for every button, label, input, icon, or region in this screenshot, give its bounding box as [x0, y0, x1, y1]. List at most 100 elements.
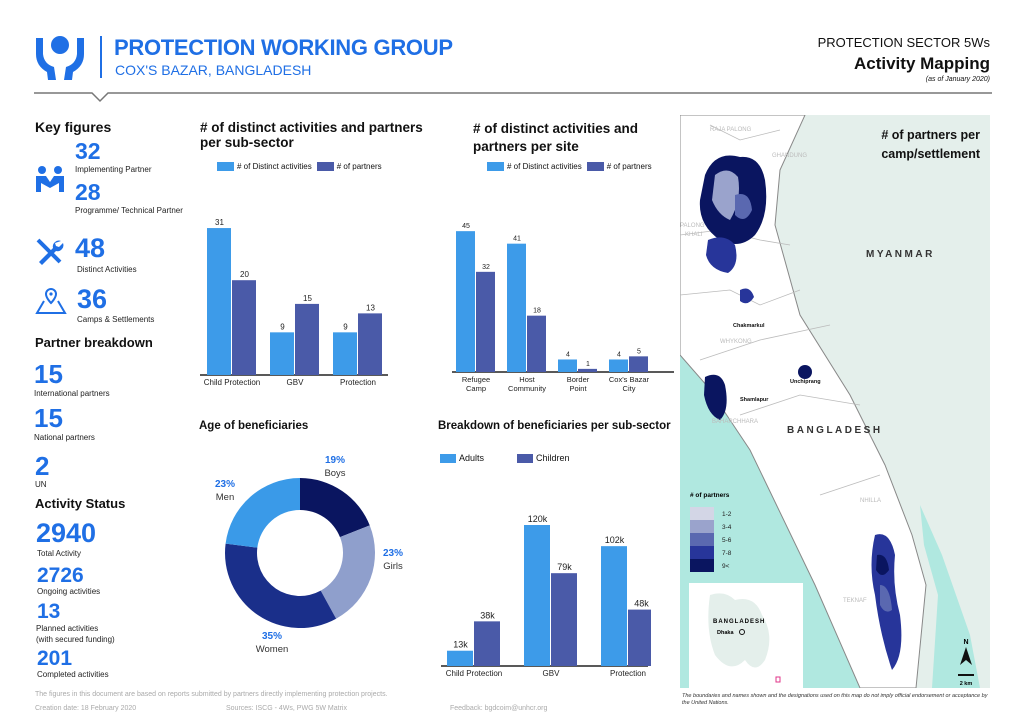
bar--of-distinct-activities	[207, 228, 231, 375]
footer-feedback[interactable]: Feedback: bgdcoim@unhcr.org	[450, 705, 548, 712]
donut-slice-men	[225, 478, 300, 548]
bar-value-label: 32	[482, 264, 490, 271]
label-teknaf: TEKNAF	[843, 598, 867, 604]
north-arrow-icon	[960, 647, 972, 665]
camps-value: 36	[77, 284, 108, 314]
category-label: Refugee	[462, 375, 490, 384]
chart-age-title: Age of beneficiaries	[199, 420, 309, 432]
label-chakmarkul: Chakmarkul	[733, 323, 765, 329]
org-title: PROTECTION WORKING GROUP	[114, 35, 453, 60]
slice-percent-label: 23%	[215, 479, 235, 490]
bar-value-label: 20	[240, 270, 249, 279]
label-whykong: WHYKONG	[720, 339, 752, 345]
scale-label: 2 km	[960, 681, 973, 687]
label-unchiprang: Unchiprang	[790, 379, 821, 385]
bar-adults	[524, 525, 550, 666]
un-value: 2	[35, 451, 50, 481]
partners-handshake-icon	[36, 166, 64, 192]
bar-value-label: 102k	[605, 535, 625, 545]
slice-percent-label: 23%	[383, 548, 403, 559]
bar-value-label: 120k	[528, 514, 548, 524]
bar--of-distinct-activities	[270, 332, 294, 375]
category-label: City	[623, 384, 636, 393]
camp-map[interactable]: RAJA PALONG GHANDUNG PALONG KHALI WHYKON…	[680, 115, 990, 688]
un-label: UN	[35, 480, 47, 489]
bar-value-label: 9	[343, 322, 348, 331]
category-label: Border	[567, 375, 590, 384]
map-title-2: camp/settlement	[881, 147, 980, 161]
legend-label-partners: # of partners	[336, 162, 382, 171]
legend-label: 3-4	[722, 524, 732, 531]
bar--of-partners	[295, 303, 319, 375]
implementing-partner-label: Implementing Partner	[75, 165, 152, 174]
completed-value: 201	[37, 647, 73, 670]
inset-country-shape	[708, 593, 770, 668]
category-label: Child Protection	[446, 669, 502, 678]
bar-value-label: 13k	[453, 640, 468, 650]
bar-value-label: 9	[280, 322, 285, 331]
completed-label: Completed activities	[37, 670, 109, 679]
category-label: GBV	[543, 669, 561, 678]
legend-label-activities: # of Distinct activities	[237, 162, 312, 171]
bar-value-label: 48k	[634, 599, 649, 609]
legend-swatch-activities	[487, 162, 504, 171]
category-label: Host	[519, 375, 535, 384]
label-bangladesh: BANGLADESH	[787, 425, 883, 436]
distinct-activities-value: 48	[75, 233, 106, 263]
total-activity-value: 2940	[36, 518, 97, 548]
bar--of-partners	[527, 315, 546, 372]
scale-bar	[958, 674, 974, 676]
bar-children	[628, 609, 651, 666]
map-title-line1: # of partners per	[881, 128, 980, 142]
international-partners-label: International partners	[34, 389, 110, 398]
ongoing-label: Ongoing activities	[37, 587, 101, 596]
label-ghandung: GHANDUNG	[772, 153, 807, 159]
label-raja-palong: RAJA PALONG	[710, 127, 752, 133]
chart-site-bars: 4532RefugeeCamp4118HostCommunity41Border…	[452, 223, 674, 393]
logo	[34, 34, 86, 80]
bar-value-label: 31	[215, 218, 224, 227]
label-myanmar: MYANMAR	[866, 249, 935, 260]
legend-label: 1-2	[722, 511, 732, 518]
bar-adults	[447, 650, 473, 666]
distinct-activities-label: Distinct Activities	[77, 265, 137, 274]
footer-note: The figures in this document are based o…	[35, 691, 388, 698]
donut-slice-women	[225, 543, 337, 628]
bar-children	[551, 573, 577, 666]
legend-label: 7-8	[722, 550, 732, 557]
tools-icon	[36, 238, 64, 265]
chart-subsector-title: # of distinct activities and partners pe…	[200, 120, 423, 150]
partner-breakdown-title: Partner breakdown	[35, 335, 153, 350]
bar--of-distinct-activities	[609, 359, 628, 372]
chart-beneficiaries-title: Breakdown of beneficiaries per sub-secto…	[438, 420, 671, 432]
inset-extent-marker	[775, 676, 781, 683]
legend-swatch-children	[517, 453, 534, 463]
bar-value-label: 1	[586, 361, 590, 368]
bar-value-label: 4	[566, 351, 570, 358]
category-label: Community	[508, 384, 546, 393]
programme-partner-label: Programme/ Technical Partner	[75, 206, 183, 215]
total-activity-label: Total Activity	[37, 549, 82, 558]
bar-value-label: 5	[637, 348, 641, 355]
legend-label: 5-6	[722, 537, 732, 544]
bar--of-distinct-activities	[507, 243, 526, 372]
map-legend-title: # of partners	[690, 492, 730, 499]
camps-label: Camps & Settlements	[77, 315, 155, 324]
category-label: Protection	[610, 669, 646, 678]
chart-age-donut: 19% Boys 23% Girls 35% Women 23% Men	[215, 455, 403, 655]
report-date: (as of January 2020)	[925, 76, 990, 83]
map-legend: 1-2 3-4 5-6 7-8 9<	[690, 507, 732, 572]
category-label: Protection	[340, 378, 376, 387]
map-disclaimer: The boundaries and names shown and the d…	[682, 693, 988, 706]
programme-partner-value: 28	[75, 179, 101, 205]
donut-slice-girls	[320, 525, 375, 619]
chart-subsector-legend: # of Distinct activities # of partners	[217, 162, 382, 171]
footer-sources: Sources: ISCG - 4Ws, PWG 5W Matrix	[226, 705, 347, 712]
slice-percent-label: 19%	[325, 455, 345, 466]
map-title: # of partners per	[881, 128, 980, 142]
bar--of-partners	[629, 356, 648, 372]
legend-swatch	[690, 507, 714, 520]
chart-subsector-bars: 31 20 Child Protection 9 15 GBV 9 13 Protection	[200, 218, 388, 387]
bar--of-partners	[358, 313, 382, 375]
legend-swatch-partners	[316, 162, 334, 171]
